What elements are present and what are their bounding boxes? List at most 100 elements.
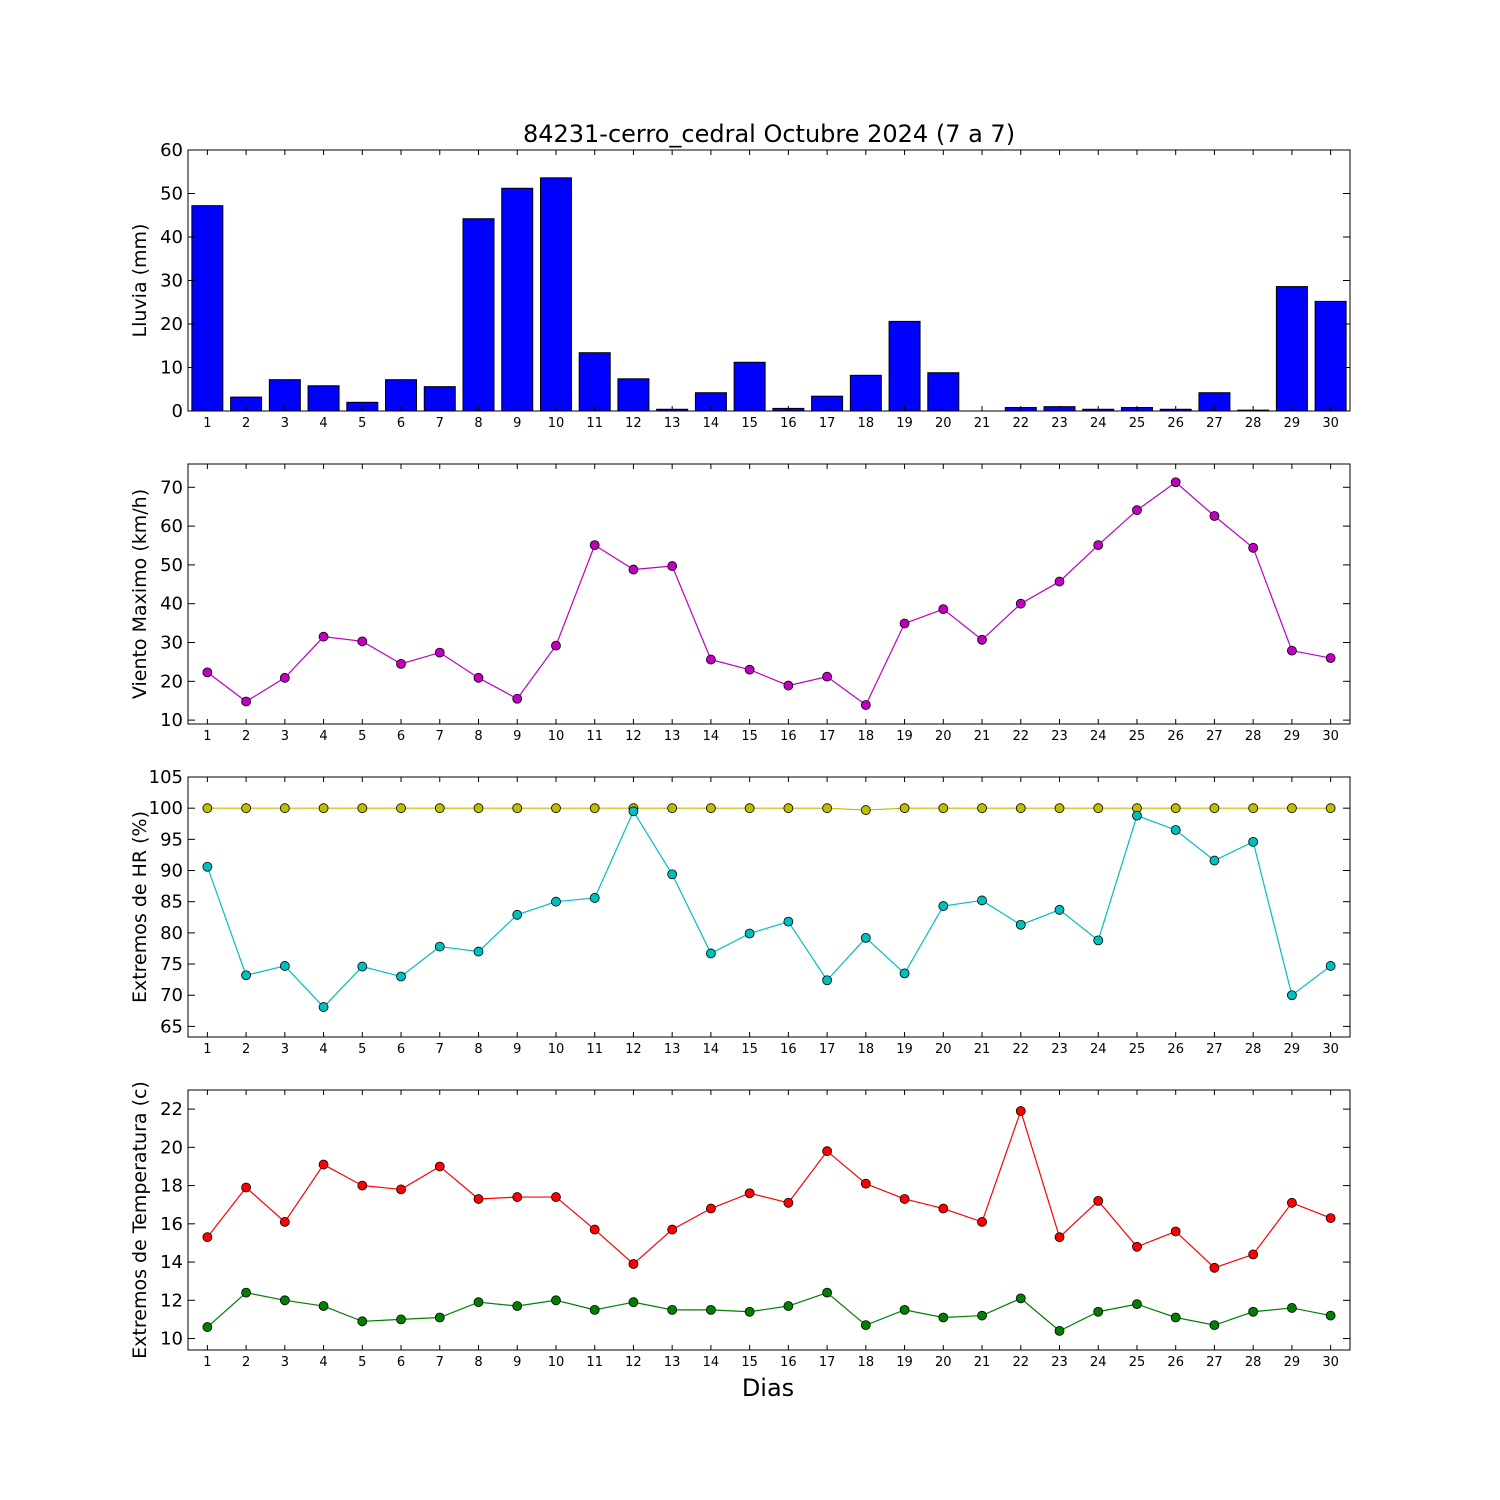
humedad-series-2-point-8 <box>473 946 484 957</box>
y-tick-label: 85 <box>160 892 183 913</box>
viento-series-1-point-22 <box>1015 598 1026 609</box>
temperatura-series-1-point-17 <box>822 1146 832 1157</box>
lluvia-axes-frame <box>187 149 1351 412</box>
humedad-series-1-point-29 <box>1287 803 1297 814</box>
x-tick-label: 7 <box>436 1355 444 1370</box>
temperatura-series-2-point-17 <box>822 1287 832 1298</box>
temperatura-axes-frame <box>187 1089 1351 1351</box>
temperatura-series-1-point-7 <box>434 1161 445 1172</box>
x-tick-label: 15 <box>741 416 758 431</box>
humedad-series-1-point-19 <box>899 803 910 814</box>
x-tick-label: 26 <box>1167 1042 1184 1057</box>
y-tick-label: 105 <box>149 767 183 788</box>
humedad-series-2-point-23 <box>1054 904 1065 915</box>
humedad-series-2-point-18 <box>860 932 871 943</box>
x-tick-label: 6 <box>397 1355 405 1370</box>
temperatura-series-1-point-28 <box>1248 1249 1259 1260</box>
viento-series-1-point-11 <box>589 540 600 550</box>
y-tick-label: 65 <box>160 1016 183 1037</box>
panel-temperatura: 1 2 3 4 5 6 7 8 9 10 11 12 13 14 15 16 17 18 19 20 21 22 23 24 2… <box>129 1081 1351 1370</box>
y-tick-label: 50 <box>160 184 183 205</box>
humedad-series-1-point-24 <box>1093 803 1104 814</box>
humedad-series-2-point-30 <box>1325 961 1336 971</box>
temperatura-series-2-point-3 <box>279 1295 290 1306</box>
x-tick-label: 14 <box>703 1042 720 1057</box>
temperatura-series-1-point-30 <box>1325 1213 1336 1223</box>
viento-series-1-point-27 <box>1209 511 1220 521</box>
humedad-series-1-point-30 <box>1325 803 1336 814</box>
humedad-series-2-point-1 <box>202 861 213 872</box>
x-tick-label: 6 <box>397 729 405 744</box>
bar-day-15 <box>733 361 766 412</box>
x-tick-label: 19 <box>896 416 913 431</box>
x-tick-label: 13 <box>664 729 681 744</box>
x-tick-label: 2 <box>242 416 250 431</box>
x-tick-label: 18 <box>858 729 875 744</box>
bar-day-19 <box>888 320 921 412</box>
viento-series-1-point-14 <box>706 654 716 665</box>
x-tick-label: 21 <box>974 1042 991 1057</box>
humedad-series-2-point-2 <box>241 970 252 981</box>
x-tick-label: 29 <box>1284 1042 1301 1057</box>
temperatura-series-2-point-30 <box>1325 1310 1336 1321</box>
temperatura-series-1-point-11 <box>589 1224 600 1235</box>
y-tick-label: 16 <box>160 1214 183 1235</box>
x-tick-label: 17 <box>819 729 836 744</box>
y-tick-label: 22 <box>160 1099 183 1120</box>
x-tick-label: 7 <box>436 1042 444 1057</box>
humedad-series-1-point-2 <box>241 803 252 814</box>
x-tick-label: 13 <box>664 1355 681 1370</box>
x-tick-label: 12 <box>625 1355 642 1370</box>
humedad-series-1-point-23 <box>1054 803 1065 814</box>
x-tick-label: 4 <box>319 1042 327 1057</box>
x-tick-label: 19 <box>896 729 913 744</box>
humedad-series-1-point-26 <box>1170 803 1181 814</box>
y-tick-label: 10 <box>160 358 183 379</box>
x-tick-label: 23 <box>1051 1042 1068 1057</box>
x-tick-label: 21 <box>974 1355 991 1370</box>
humedad-series-2-point-22 <box>1015 919 1026 930</box>
y-tick-label: 18 <box>160 1176 183 1197</box>
temperatura-series-2-point-22 <box>1015 1293 1026 1304</box>
temperatura-series-2-point-14 <box>706 1304 716 1315</box>
x-tick-label: 17 <box>819 1355 836 1370</box>
x-tick-label: 1 <box>203 1042 211 1057</box>
x-axis-label: Dias <box>742 1374 794 1402</box>
viento-series-1-point-26 <box>1170 477 1181 488</box>
x-tick-label: 27 <box>1206 729 1223 744</box>
humedad-series-2-point-20 <box>938 901 949 911</box>
panel-humedad: 1 2 3 4 5 6 7 8 9 10 11 12 13 14 15 16 17 18 19 20 21 22 23 24 2… <box>129 767 1351 1057</box>
x-tick-label: 27 <box>1206 416 1223 431</box>
humedad-series-1-point-22 <box>1015 803 1026 814</box>
x-tick-label: 3 <box>281 729 289 744</box>
x-tick-label: 28 <box>1245 729 1262 744</box>
x-tick-label: 12 <box>625 416 642 431</box>
x-tick-label: 24 <box>1090 729 1107 744</box>
humedad-series-1-point-1 <box>202 803 213 814</box>
x-tick-label: 2 <box>242 729 250 744</box>
x-tick-label: 20 <box>935 1042 952 1057</box>
x-tick-label: 8 <box>474 1355 482 1370</box>
humedad-series-2-point-15 <box>744 928 755 939</box>
humedad-series-2-point-13 <box>667 869 678 880</box>
x-tick-label: 26 <box>1167 416 1184 431</box>
y-tick-label: 30 <box>160 271 183 292</box>
bar-day-11 <box>578 352 611 412</box>
humedad-series-2-point-10 <box>551 896 561 907</box>
temperatura-series-2-point-24 <box>1093 1306 1104 1317</box>
y-tick-label: 30 <box>160 633 183 654</box>
bar-day-20 <box>927 372 960 412</box>
x-tick-label: 1 <box>203 729 211 744</box>
x-tick-label: 4 <box>319 729 327 744</box>
humedad-series-2-point-11 <box>589 893 600 903</box>
viento-y-axis-label: Viento Maximo (km/h) <box>129 489 151 699</box>
humedad-series-2-point-28 <box>1248 836 1259 847</box>
x-tick-label: 25 <box>1129 416 1146 431</box>
temperatura-series-2-point-10 <box>551 1295 561 1306</box>
y-tick-label: 0 <box>172 401 183 422</box>
x-tick-label: 14 <box>703 1355 720 1370</box>
x-tick-label: 2 <box>242 1355 250 1370</box>
y-tick-label: 20 <box>160 314 183 335</box>
temperatura-series-2-point-20 <box>938 1312 949 1323</box>
x-tick-label: 11 <box>586 729 603 744</box>
